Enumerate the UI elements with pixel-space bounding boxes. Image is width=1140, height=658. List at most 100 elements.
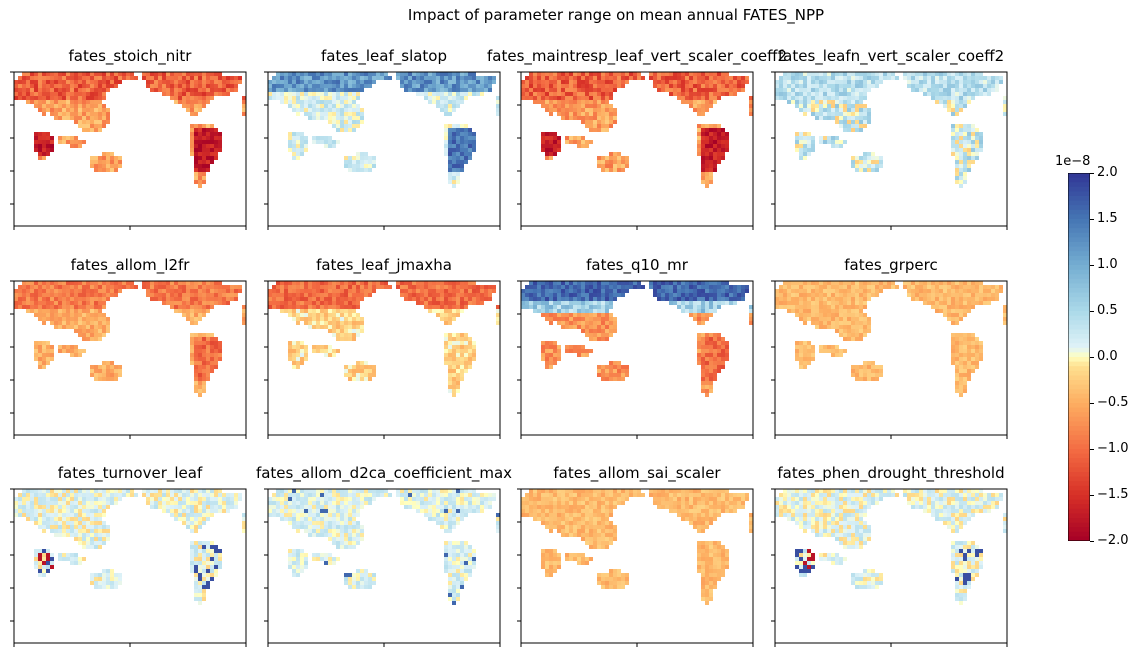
panel-title: fates_grperc (844, 256, 938, 274)
grid-cell (18, 301, 22, 305)
grid-cell (625, 365, 629, 369)
grid-cell (448, 297, 452, 301)
grid-cell (807, 140, 811, 144)
grid-cell (456, 124, 460, 128)
grid-cell (82, 337, 86, 341)
grid-cell (14, 297, 18, 301)
grid-cell (456, 136, 460, 140)
grid-cell (440, 104, 444, 108)
grid-cell (198, 285, 202, 289)
grid-cell (308, 281, 312, 285)
grid-cell (549, 88, 553, 92)
grid-cell (496, 112, 500, 116)
grid-cell (452, 172, 456, 176)
grid-cell (356, 325, 360, 329)
grid-cell (452, 301, 456, 305)
grid-cell (154, 88, 158, 92)
grid-cell (58, 80, 62, 84)
grid-cell (955, 156, 959, 160)
grid-cell (202, 389, 206, 393)
grid-cell (324, 92, 328, 96)
grid-cell (276, 285, 280, 289)
grid-cell (384, 72, 388, 76)
grid-cell (94, 116, 98, 120)
grid-cell (102, 281, 106, 285)
grid-cell (22, 301, 26, 305)
grid-cell (210, 148, 214, 152)
grid-cell (815, 76, 819, 80)
grid-cell (791, 301, 795, 305)
grid-cell (963, 76, 967, 80)
grid-cell (300, 80, 304, 84)
grid-cell (843, 325, 847, 329)
grid-cell (186, 309, 190, 313)
grid-cell (118, 369, 122, 373)
grid-cell (206, 373, 210, 377)
grid-cell (879, 164, 883, 168)
grid-cell (352, 285, 356, 289)
grid-cell (875, 72, 879, 76)
grid-cell (292, 148, 296, 152)
grid-cell (50, 140, 54, 144)
grid-cell (601, 128, 605, 132)
grid-cell (799, 353, 803, 357)
grid-cell (464, 353, 468, 357)
grid-cell (300, 136, 304, 140)
grid-cell (697, 148, 701, 152)
grid-cell (352, 333, 356, 337)
grid-cell (827, 313, 831, 317)
grid-cell (70, 88, 74, 92)
grid-cell (324, 317, 328, 321)
grid-cell (855, 301, 859, 305)
grid-cell (927, 84, 931, 88)
grid-cell (803, 96, 807, 100)
grid-cell (468, 281, 472, 285)
grid-cell (296, 148, 300, 152)
grid-cell (907, 76, 911, 80)
grid-cell (218, 349, 222, 353)
grid-cell (661, 281, 665, 285)
grid-cell (545, 289, 549, 293)
grid-cell (436, 305, 440, 309)
grid-cell (999, 289, 1003, 293)
grid-cell (541, 305, 545, 309)
grid-cell (480, 92, 484, 96)
grid-cell (1003, 313, 1007, 317)
grid-cell (875, 76, 879, 80)
grid-cell (729, 289, 733, 293)
grid-cell (947, 104, 951, 108)
grid-cell (975, 148, 979, 152)
grid-cell (709, 333, 713, 337)
grid-cell (807, 80, 811, 84)
grid-cell (202, 361, 206, 365)
grid-cell (959, 128, 963, 132)
grid-cell (831, 108, 835, 112)
grid-cell (561, 301, 565, 305)
grid-cell (533, 297, 537, 301)
grid-cell (601, 305, 605, 309)
grid-cell (460, 140, 464, 144)
grid-cell (827, 297, 831, 301)
grid-cell (931, 297, 935, 301)
grid-cell (142, 281, 146, 285)
grid-cell (122, 281, 126, 285)
grid-cell (332, 144, 336, 148)
grid-cell (102, 116, 106, 120)
grid-cell (296, 289, 300, 293)
grid-cell (593, 84, 597, 88)
grid-cell (545, 349, 549, 353)
grid-cell (669, 72, 673, 76)
grid-cell (436, 309, 440, 313)
grid-cell (697, 100, 701, 104)
grid-cell (967, 156, 971, 160)
grid-cell (799, 345, 803, 349)
grid-cell (791, 88, 795, 92)
grid-cell (585, 116, 589, 120)
grid-cell (585, 76, 589, 80)
grid-cell (803, 293, 807, 297)
grid-cell (549, 313, 553, 317)
grid-cell (863, 84, 867, 88)
grid-cell (288, 349, 292, 353)
grid-cell (46, 104, 50, 108)
grid-cell (360, 80, 364, 84)
